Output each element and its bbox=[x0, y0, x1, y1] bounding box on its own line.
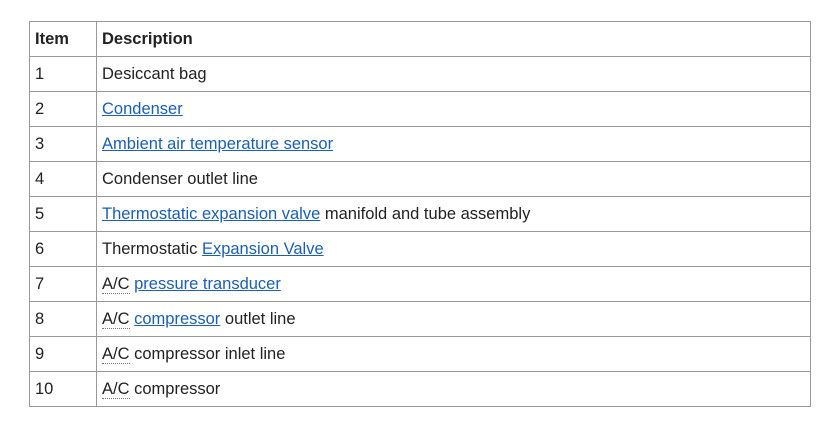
table-row: 5 Thermostatic expansion valve manifold a… bbox=[29, 196, 811, 232]
item-description: Ambient air temperature sensor bbox=[96, 126, 811, 162]
item-number: 6 bbox=[29, 231, 97, 267]
table-row: 1 Desiccant bag bbox=[29, 56, 811, 92]
abbreviation[interactable]: A/C bbox=[102, 344, 130, 364]
item-description: Thermostatic Expansion Valve bbox=[96, 231, 811, 267]
item-description: A/C compressor bbox=[96, 371, 811, 407]
table-row: 10 A/C compressor bbox=[29, 371, 811, 407]
item-number: 4 bbox=[29, 161, 97, 197]
description-link[interactable]: Expansion Valve bbox=[201, 239, 324, 258]
description-link[interactable]: Thermostatic expansion valve bbox=[102, 204, 321, 223]
item-description: Thermostatic expansion valve manifold an… bbox=[96, 196, 811, 232]
header-description: Description bbox=[96, 21, 811, 57]
description-text: outlet line bbox=[220, 309, 296, 328]
item-description: Condenser bbox=[96, 91, 811, 127]
header-item: Item bbox=[29, 21, 97, 57]
abbreviation[interactable]: A/C bbox=[102, 274, 130, 294]
description-text: Condenser outlet line bbox=[102, 169, 258, 188]
description-text: compressor bbox=[129, 379, 221, 398]
description-text: Thermostatic bbox=[102, 239, 202, 258]
table-row: 7 A/C pressure transducer bbox=[29, 266, 811, 302]
description-text: manifold and tube assembly bbox=[320, 204, 531, 223]
item-description: A/C compressor outlet line bbox=[96, 301, 811, 337]
item-number: 7 bbox=[29, 266, 97, 302]
table-row: 9 A/C compressor inlet line bbox=[29, 336, 811, 372]
item-description: A/C compressor inlet line bbox=[96, 336, 811, 372]
item-number: 10 bbox=[29, 371, 97, 407]
description-link[interactable]: Condenser bbox=[102, 99, 183, 118]
description-link[interactable]: Ambient air temperature sensor bbox=[102, 134, 334, 153]
item-number: 3 bbox=[29, 126, 97, 162]
item-number: 5 bbox=[29, 196, 97, 232]
table-row: 6 Thermostatic Expansion Valve bbox=[29, 231, 811, 267]
description-link[interactable]: compressor bbox=[134, 309, 221, 328]
description-text: compressor inlet line bbox=[129, 344, 286, 363]
table-row: 8 A/C compressor outlet line bbox=[29, 301, 811, 337]
item-number: 8 bbox=[29, 301, 97, 337]
item-description: Desiccant bag bbox=[96, 56, 811, 92]
description-text: Desiccant bag bbox=[102, 64, 207, 83]
description-link[interactable]: pressure transducer bbox=[134, 274, 281, 293]
table-row: 3 Ambient air temperature sensor bbox=[29, 126, 811, 162]
parts-table: Item Description 1 Desiccant bag 2 Condense… bbox=[29, 21, 811, 407]
item-description: A/C pressure transducer bbox=[96, 266, 811, 302]
table-row: 4 Condenser outlet line bbox=[29, 161, 811, 197]
item-number: 1 bbox=[29, 56, 97, 92]
item-description: Condenser outlet line bbox=[96, 161, 811, 197]
table-row: 2 Condenser bbox=[29, 91, 811, 127]
item-number: 9 bbox=[29, 336, 97, 372]
item-number: 2 bbox=[29, 91, 97, 127]
abbreviation[interactable]: A/C bbox=[102, 379, 130, 399]
abbreviation[interactable]: A/C bbox=[102, 309, 130, 329]
header-row: Item Description bbox=[29, 21, 811, 57]
